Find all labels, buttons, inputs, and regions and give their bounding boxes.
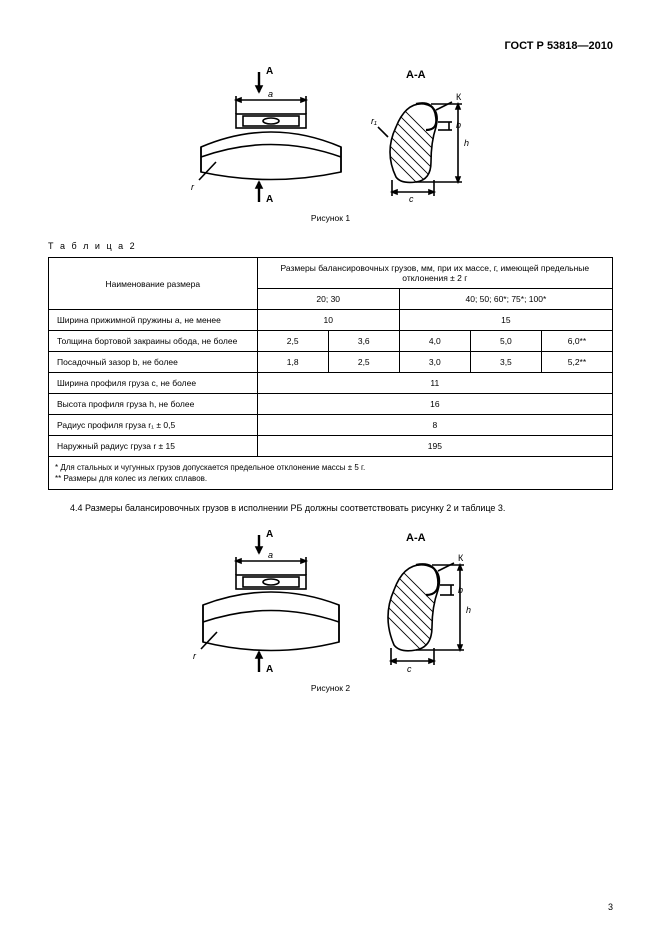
fig2-a: a [268,550,273,560]
table-cell: 5,2** [541,352,612,373]
footnote-1: * Для стальных и чугунных грузов допуска… [55,462,606,473]
table-cell: 5,0 [470,331,541,352]
figure-2: А А a r [48,527,613,693]
fig1-c: c [409,194,414,204]
table-row-label: Наружный радиус груза r ± 15 [49,436,258,457]
figure-1: А А a r [48,62,613,223]
fig2-r: r [193,651,197,661]
table-cell: 195 [257,436,612,457]
table-row-label: Ширина профиля груза c, не более [49,373,258,394]
table-cell: 1,8 [257,352,328,373]
footnote-2: ** Размеры для колес из легких сплавов. [55,473,606,484]
figure-2-caption: Рисунок 2 [48,683,613,693]
col-name-header: Наименование размера [49,258,258,310]
table-cell: 16 [257,394,612,415]
fig2-c: c [407,664,412,674]
table-2-label: Т а б л и ц а 2 [48,241,613,251]
table-cell: 11 [257,373,612,394]
fig1-K: К [456,92,462,102]
table-row-label: Радиус профиля груза r₁ ± 0,5 [49,415,258,436]
fig2-A-bot: А [266,664,273,675]
fig1-A-top: А [266,66,273,77]
mass-group-1: 40; 50; 60*; 75*; 100* [399,289,612,310]
table-cell: 8 [257,415,612,436]
table-row-label: Толщина бортовой закраины обода, не боле… [49,331,258,352]
table-cell: 15 [399,310,612,331]
table-2: Наименование размера Размеры балансирово… [48,257,613,490]
table-cell: 3,6 [328,331,399,352]
table-row-label: Ширина прижимной пружины a, не менее [49,310,258,331]
fig2-b: b [458,585,463,595]
fig1-b: b [456,120,461,130]
fig2-K: К [458,553,464,563]
table-cell: 10 [257,310,399,331]
fig2-A-top: А [266,529,273,540]
col-group-header: Размеры балансировочных грузов, мм, при … [257,258,612,289]
table-row-label: Высота профиля груза h, не более [49,394,258,415]
fig2-h: h [466,605,471,615]
paragraph-4-4: 4.4 Размеры балансировочных грузов в исп… [48,502,613,515]
table-cell: 3,5 [470,352,541,373]
table-cell: 2,5 [257,331,328,352]
table-cell: 2,5 [328,352,399,373]
table-cell: 4,0 [399,331,470,352]
table-cell: 3,0 [399,352,470,373]
table-row-label: Посадочный зазор b, не более [49,352,258,373]
fig1-a: a [268,89,273,99]
fig1-h: h [464,138,469,148]
fig1-r1: r₁ [371,116,377,126]
standard-code: ГОСТ Р 53818—2010 [48,40,613,52]
fig2-section-label: А-А [406,532,426,544]
fig1-section-label: А-А [406,69,426,81]
table-2-footnotes: * Для стальных и чугунных грузов допуска… [49,457,613,490]
page-number: 3 [608,902,613,912]
fig1-r: r [191,182,195,192]
table-cell: 6,0** [541,331,612,352]
mass-group-0: 20; 30 [257,289,399,310]
figure-1-caption: Рисунок 1 [48,213,613,223]
fig1-A-bot: А [266,194,273,205]
